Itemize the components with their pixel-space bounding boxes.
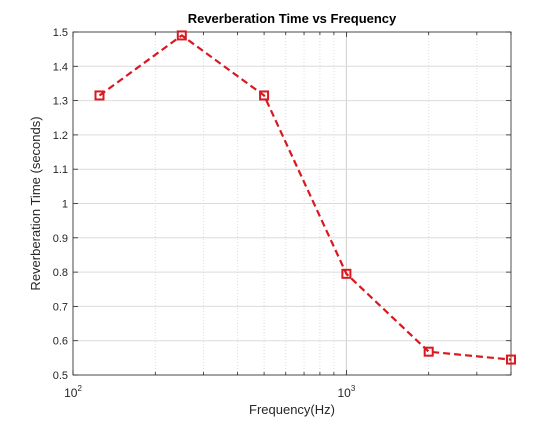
y-axis-label: Reverberation Time (seconds) (28, 116, 43, 290)
y-tick-label: 1.4 (53, 61, 68, 73)
axes-box (72, 31, 512, 376)
y-tick-label: 0.6 (53, 336, 68, 348)
x-axis-label: Frequency(Hz) (249, 402, 335, 417)
y-tick-label: 0.5 (53, 370, 68, 382)
y-tick-label: 1.3 (53, 96, 68, 108)
data-point-marker (259, 90, 270, 101)
y-tick-label: 0.9 (53, 233, 68, 245)
data-point-marker (423, 346, 434, 357)
y-tick-label: 1.2 (53, 130, 68, 142)
x-tick-label: 103 (337, 384, 355, 400)
y-tick-label: 0.8 (53, 267, 68, 279)
data-point-marker (94, 90, 105, 101)
series (94, 30, 516, 365)
y-tick-label: 0.7 (53, 301, 68, 313)
data-point-marker (341, 268, 352, 279)
grid (72, 31, 512, 376)
chart-title: Reverberation Time vs Frequency (188, 11, 397, 26)
axes (72, 31, 512, 376)
y-tick-label: 1.5 (53, 27, 68, 39)
y-tick-label: 1 (62, 199, 68, 211)
y-tick-label: 1.1 (53, 164, 68, 176)
tick-labels: 0.5 0.6 0.7 0.8 0.9 1 1.1 1.2 1.3 1.4 1.5 102 103 (53, 27, 356, 400)
data-point-marker (176, 30, 187, 41)
data-point-marker (506, 354, 516, 365)
series-line (98, 34, 512, 361)
x-tick-label: 102 (64, 384, 82, 400)
